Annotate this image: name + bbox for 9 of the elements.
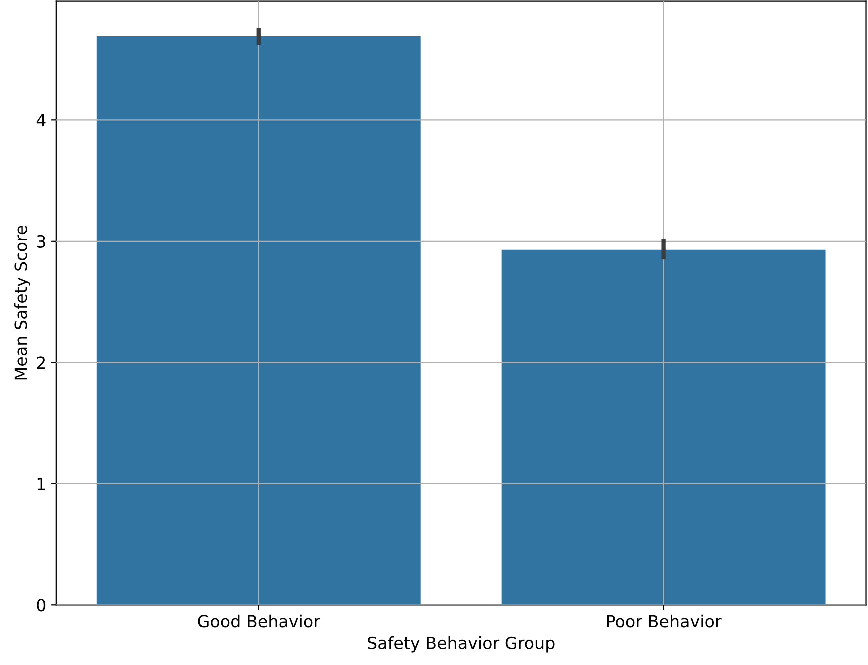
y-tick-label: 4: [36, 114, 46, 126]
x-tick-label: Good Behavior: [198, 614, 320, 628]
x-tick-label: Poor Behavior: [607, 614, 722, 628]
x-axis-title: Safety Behavior Group: [368, 636, 555, 653]
y-tick-label: 2: [37, 356, 46, 369]
y-tick-label: 3: [37, 235, 46, 248]
y-axis-title: Mean Safety Score: [14, 226, 31, 380]
y-tick-label: 1: [38, 478, 46, 490]
y-tick-label: 0: [37, 599, 46, 612]
